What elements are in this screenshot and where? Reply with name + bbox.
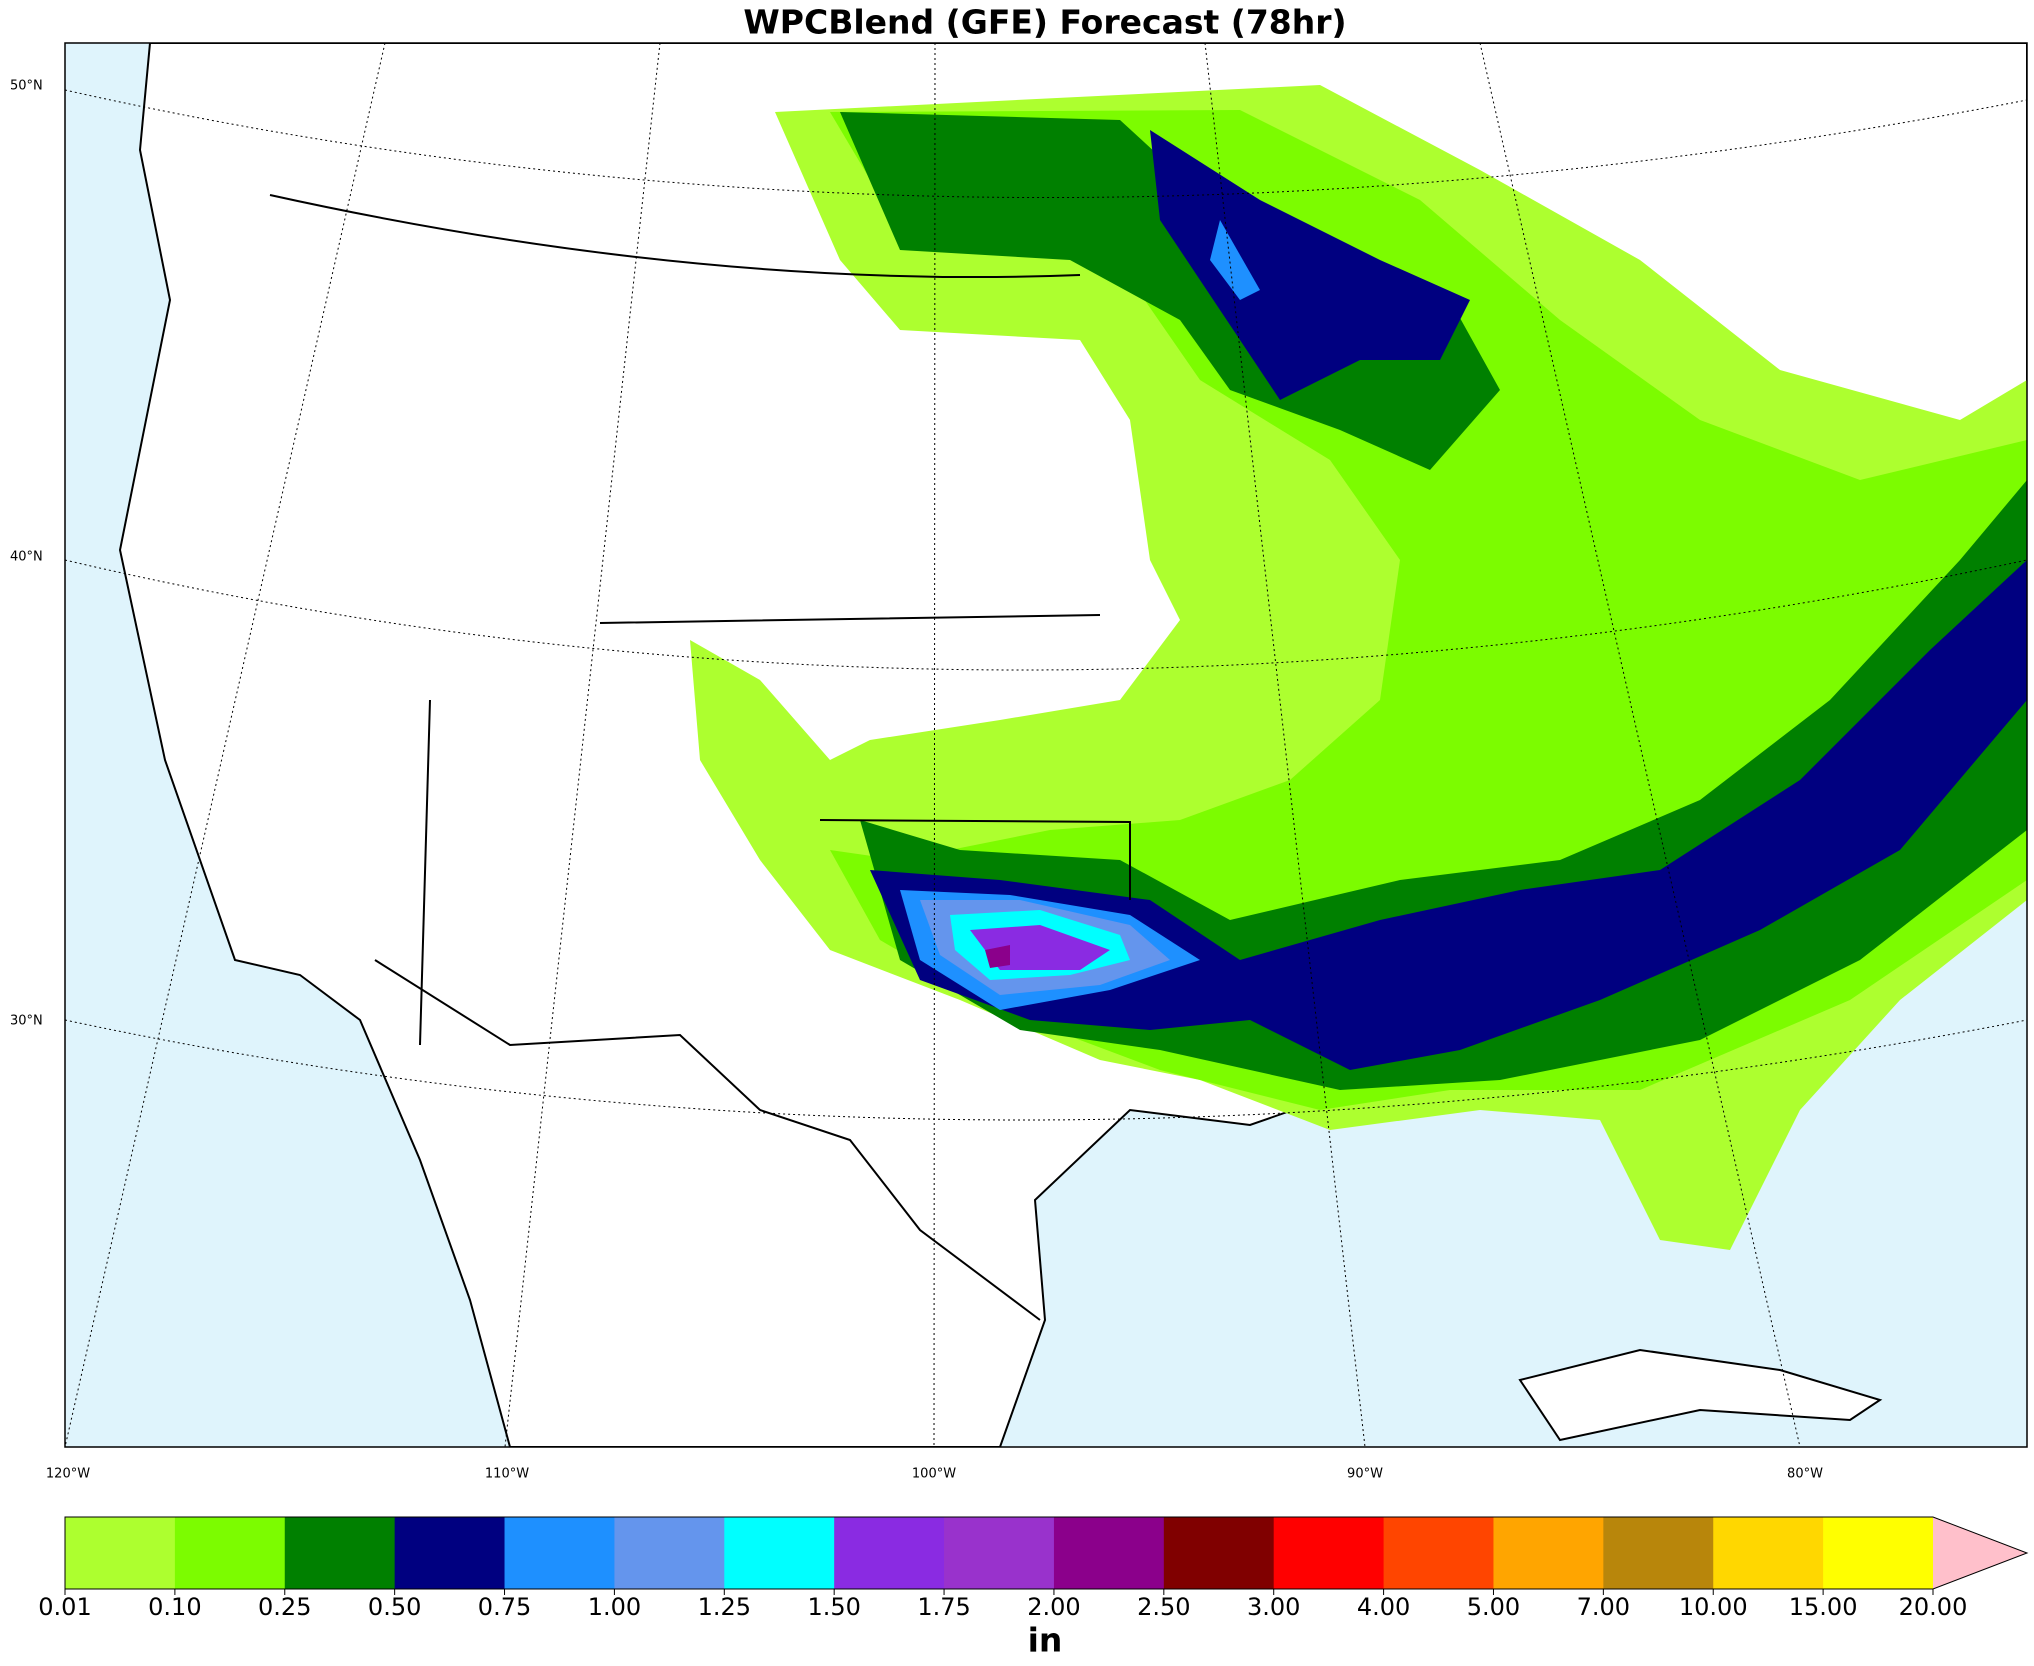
colorbar-label: 5.00 (1467, 1593, 1520, 1621)
colorbar-label: 0.10 (148, 1593, 201, 1621)
colorbar-label: 1.75 (917, 1593, 970, 1621)
colorbar-label: 0.50 (368, 1593, 421, 1621)
borders (269, 194, 1131, 1321)
lat-label: 30°N (10, 1014, 43, 1029)
colorbar-swatch (65, 1517, 176, 1589)
colorbar-swatch (724, 1517, 835, 1589)
colorbar-swatch (394, 1517, 506, 1589)
precip-area (1150, 130, 1470, 400)
colorbar-label: 2.50 (1137, 1593, 1190, 1621)
graticule (65, 43, 2027, 1447)
precip-area (840, 112, 1500, 470)
precip-area (985, 945, 1010, 968)
precip-area (1210, 220, 1260, 300)
lon-label: 120°W (46, 1467, 90, 1482)
colorbar-swatch (1713, 1517, 1824, 1589)
colorbar-swatch (1273, 1517, 1385, 1589)
map-layers (65, 43, 2027, 1447)
colorbar-outline (64, 1516, 2029, 1590)
colorbar-label: 0.75 (478, 1593, 531, 1621)
colorbar-swatch (1493, 1517, 1604, 1589)
colorbar: 0.01 0.10 0.25 0.50 0.75 1.00 1.25 1.50 1.75 2.00… (38, 1516, 2029, 1621)
colorbar-swatch (614, 1517, 725, 1589)
lon-label: 110°W (485, 1467, 529, 1482)
colorbar-label: 3.00 (1247, 1593, 1300, 1621)
lon-label: 100°W (912, 1467, 956, 1482)
colorbar-swatch (284, 1517, 396, 1589)
colorbar-label: 7.00 (1577, 1593, 1630, 1621)
colorbar-label: 1.25 (698, 1593, 751, 1621)
colorbar-extend (1933, 1517, 2027, 1589)
lon-label: 90°W (1347, 1467, 1383, 1482)
colorbar-swatch (834, 1517, 945, 1589)
colorbar-swatch (1823, 1517, 1934, 1589)
colorbar-label: 2.00 (1027, 1593, 1080, 1621)
colorbar-swatch (1383, 1517, 1494, 1589)
map-title: WPCBlend (GFE) Forecast (78hr) (743, 3, 1346, 42)
lon-label: 80°W (1787, 1467, 1823, 1482)
colorbar-label: 4.00 (1357, 1593, 1410, 1621)
map-frame (64, 42, 2028, 1448)
colorbar-swatch (504, 1517, 615, 1589)
colorbar-label: 10.00 (1679, 1593, 1748, 1621)
colorbar-label: 1.50 (807, 1593, 860, 1621)
colorbar-swatch (944, 1517, 1055, 1589)
colorbar-swatch (1163, 1517, 1275, 1589)
colorbar-swatch (1603, 1517, 1714, 1589)
colorbar-unit: in (1028, 1621, 1063, 1660)
cuba (1518, 1348, 1883, 1442)
lat-label: 50°N (10, 79, 43, 94)
colorbar-label: 20.00 (1899, 1593, 1968, 1621)
colorbar-swatch (1053, 1517, 1165, 1589)
colorbar-label: 1.00 (588, 1593, 641, 1621)
lat-label: 40°N (10, 550, 43, 565)
colorbar-swatch (174, 1517, 286, 1589)
colorbar-label: 15.00 (1789, 1593, 1858, 1621)
colorbar-label: 0.25 (258, 1593, 311, 1621)
colorbar-label: 0.01 (38, 1593, 91, 1621)
